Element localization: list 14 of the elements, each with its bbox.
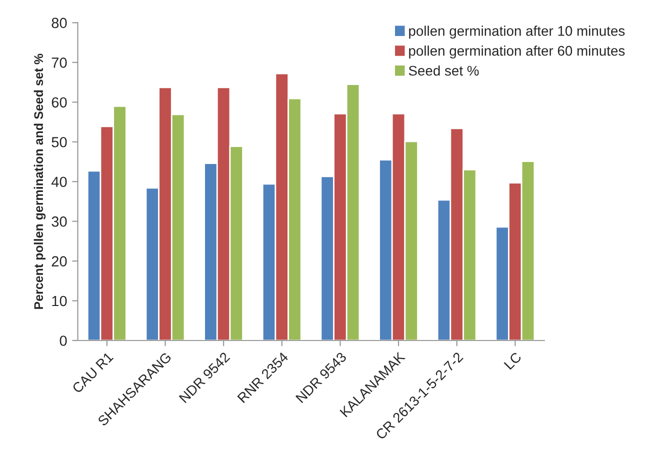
y-tick-label: 10 <box>52 296 67 306</box>
y-tick-label: 0 <box>60 336 67 346</box>
x-tick-label: LC <box>504 352 522 370</box>
y-tick-label: 30 <box>52 216 67 227</box>
y-tick-label: 20 <box>52 256 67 266</box>
y-tick-label: 40 <box>51 176 67 188</box>
legend-label: pollen germination after 10 minutes <box>409 26 625 39</box>
y-tick-label: 50 <box>52 136 67 148</box>
y-tick-label: 70 <box>52 58 67 68</box>
y-axis-title: Percent pollen germination and Seed set % <box>34 54 46 309</box>
y-tick-label: 80 <box>52 18 67 28</box>
legend-label: pollen germination after 60 minutes <box>409 46 625 59</box>
y-tick-label: 60 <box>52 97 67 108</box>
legend-label: Seed set % <box>408 65 479 76</box>
